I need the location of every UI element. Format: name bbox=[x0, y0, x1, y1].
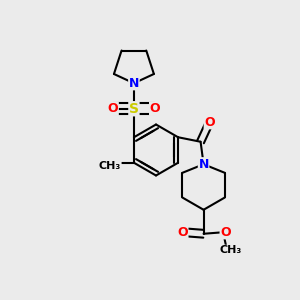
Text: O: O bbox=[108, 102, 118, 115]
Text: O: O bbox=[150, 102, 160, 115]
Text: CH₃: CH₃ bbox=[99, 161, 121, 171]
Text: N: N bbox=[129, 77, 139, 90]
Text: O: O bbox=[220, 226, 231, 239]
Text: CH₃: CH₃ bbox=[219, 245, 242, 255]
Text: O: O bbox=[204, 116, 215, 129]
Text: S: S bbox=[129, 102, 139, 116]
Text: N: N bbox=[198, 158, 209, 171]
Text: O: O bbox=[177, 226, 188, 239]
